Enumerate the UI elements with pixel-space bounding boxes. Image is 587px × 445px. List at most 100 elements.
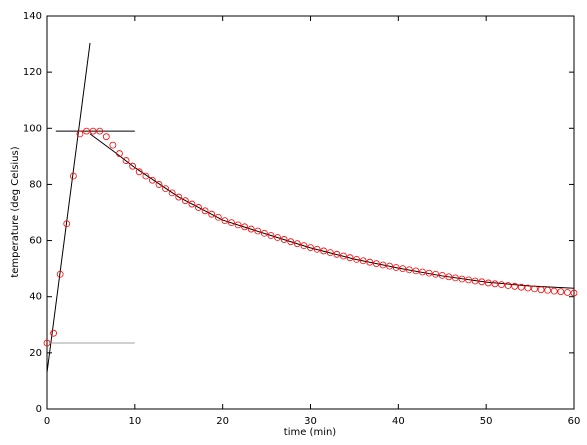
data-point <box>346 254 354 262</box>
data-point <box>379 261 387 269</box>
data-point <box>445 273 453 281</box>
x-tick-label: 40 <box>392 416 405 427</box>
data-point <box>63 220 71 228</box>
data-point <box>465 276 473 284</box>
data-point <box>326 249 334 257</box>
data-point <box>320 247 328 255</box>
data-point <box>76 130 84 138</box>
x-tick-label: 20 <box>216 416 229 427</box>
data-point <box>102 133 110 141</box>
data-point <box>201 207 209 215</box>
data-point <box>148 176 156 184</box>
data-point <box>116 150 123 157</box>
data-point <box>399 265 407 273</box>
data-point <box>438 271 446 279</box>
data-point <box>491 280 499 288</box>
data-point <box>544 286 552 294</box>
data-point <box>359 257 367 265</box>
x-tick-label: 10 <box>128 416 141 427</box>
data-point <box>228 219 235 227</box>
fit-line <box>89 133 575 289</box>
data-point <box>129 162 137 170</box>
data-point <box>392 264 400 271</box>
x-axis-label: time (min) <box>284 427 337 438</box>
data-point <box>175 193 183 201</box>
data-point <box>89 127 97 135</box>
data-point <box>307 244 314 251</box>
data-point <box>458 275 466 283</box>
data-point <box>537 286 545 294</box>
data-point <box>498 281 505 289</box>
data-point <box>484 279 492 287</box>
data-point <box>524 284 532 292</box>
data-point <box>155 181 163 188</box>
y-tick-label: 40 <box>29 292 42 303</box>
data-point <box>135 168 143 176</box>
data-point <box>366 258 374 266</box>
data-point <box>511 282 519 290</box>
data-point <box>333 250 341 258</box>
data-point <box>517 283 525 291</box>
data-point <box>267 232 275 239</box>
x-tick-label: 60 <box>568 416 581 427</box>
data-point <box>109 141 117 149</box>
data-point <box>168 189 176 197</box>
data-point <box>293 240 301 248</box>
data-point <box>254 227 262 235</box>
data-point <box>570 289 578 297</box>
data-point <box>287 238 295 246</box>
data-point <box>241 223 249 231</box>
data-point <box>471 277 479 285</box>
x-tick-label: 50 <box>480 416 493 427</box>
data-point <box>162 185 169 193</box>
y-tick-label: 80 <box>29 179 42 190</box>
data-point <box>353 255 361 263</box>
data-point <box>550 287 558 295</box>
data-point <box>405 266 413 274</box>
data-point <box>340 252 347 260</box>
data-point <box>260 229 268 237</box>
data-point <box>425 269 433 277</box>
data-point <box>452 274 459 282</box>
data-point <box>557 288 565 296</box>
data-point <box>274 234 281 241</box>
y-tick-label: 100 <box>23 123 42 134</box>
data-point <box>208 210 216 218</box>
fit-line <box>46 42 91 373</box>
data-point <box>300 242 308 250</box>
data-point <box>96 127 104 135</box>
data-point <box>247 225 255 233</box>
data-point <box>181 197 189 205</box>
y-tick-label: 20 <box>29 348 42 359</box>
data-point <box>50 329 57 337</box>
data-point <box>195 204 202 211</box>
data-point <box>372 260 380 267</box>
data-point <box>280 236 288 243</box>
data-point <box>564 289 571 296</box>
data-point <box>234 221 242 229</box>
data-point <box>122 157 130 164</box>
x-tick-label: 0 <box>44 416 50 427</box>
plot-frame <box>46 15 575 410</box>
data-point <box>83 127 90 135</box>
data-point <box>43 339 51 347</box>
data-point <box>221 217 229 225</box>
y-tick-label: 120 <box>23 67 42 78</box>
data-point <box>386 262 393 270</box>
data-point <box>313 245 321 253</box>
y-tick-label: 60 <box>29 236 42 247</box>
data-point <box>412 267 420 275</box>
data-point <box>56 270 64 278</box>
data-point <box>504 282 512 289</box>
data-point <box>142 172 150 180</box>
data-point <box>214 213 222 221</box>
data-point <box>69 172 77 180</box>
y-tick-label: 0 <box>36 404 42 415</box>
data-point <box>531 285 538 293</box>
data-point <box>419 268 426 276</box>
x-tick-label: 30 <box>304 416 317 427</box>
y-axis-label: temperature (deg Celsius) <box>10 146 21 277</box>
data-point <box>432 270 440 278</box>
data-point <box>478 278 486 286</box>
